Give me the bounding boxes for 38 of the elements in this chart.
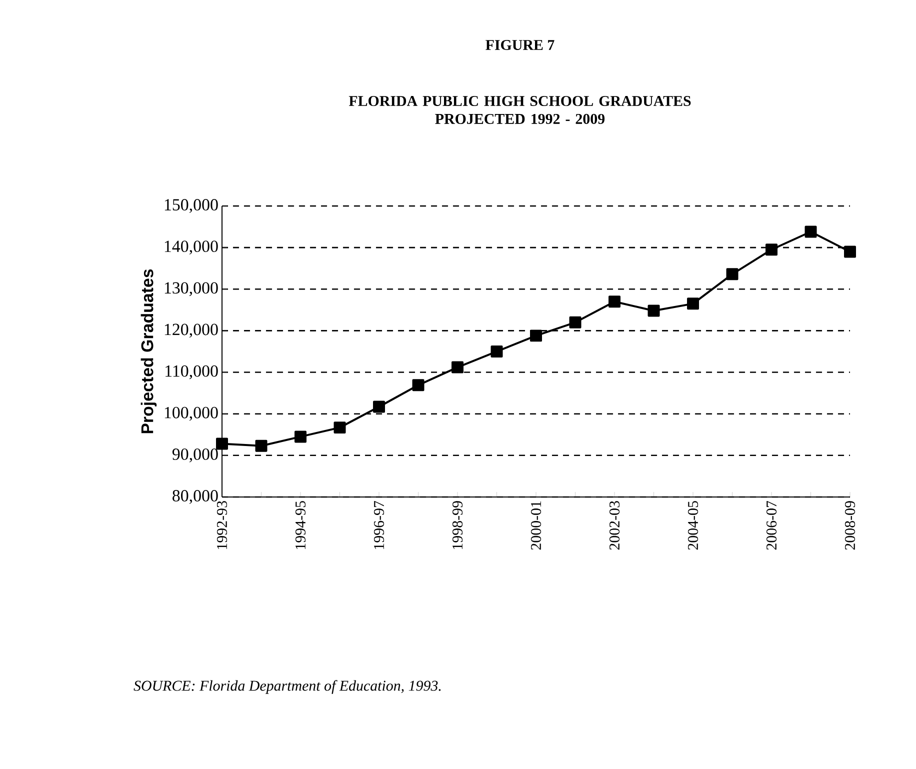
y-tick-label: 130,000 [164,282,218,296]
y-axis-title: Projected Graduates [140,269,157,434]
y-tick-label: 100,000 [164,406,218,421]
point [334,422,346,434]
y-tick-label: 90,000 [172,448,218,462]
point [490,345,503,358]
point [530,330,542,342]
y-tick-label: 110,000 [166,365,218,380]
point [766,244,778,256]
point [726,268,738,280]
x-tick-label: 1992-93 [216,501,228,549]
point [648,304,660,317]
point [804,226,817,238]
point [569,316,582,328]
point [294,430,307,443]
y-tick-label: 80,000 [172,490,218,504]
point [216,438,228,450]
y-tick-label: 150,000 [164,199,218,213]
y-tick-label: 140,000 [164,240,218,254]
x-tick-label: 1996-97 [374,500,384,549]
x-tick-label: 2002-03 [609,501,620,550]
point [452,361,464,374]
chart-title: FIGURE 7 [486,40,554,50]
x-tick-label: 1998-99 [452,501,463,549]
point [608,296,621,308]
x-tick-label: 2008-09 [844,501,856,550]
point [255,440,268,452]
point [687,298,700,310]
point [373,400,386,413]
y-tick-label: 120,000 [164,324,218,338]
x-tick-label: 2000-01 [530,501,542,550]
chart-subtitle: FLORIDA PUBLIC HIGH SCHOOL GRADUATES PROJECTED 1992 - 2009 [348,96,691,124]
x-tick-label: 1994-95 [295,501,306,549]
point [412,379,424,392]
x-tick-label: 2004-05 [688,501,698,550]
point [844,246,856,258]
source-note: SOURCE: Florida Department of Education, 1993. [134,680,441,694]
x-tick-label: 2006-07 [766,500,777,550]
